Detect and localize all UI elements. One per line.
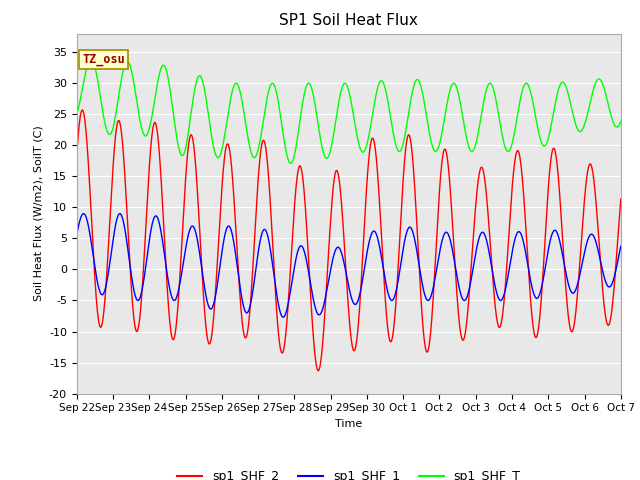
Text: TZ_osu: TZ_osu bbox=[82, 53, 125, 66]
Line: sp1_SHF_T: sp1_SHF_T bbox=[77, 60, 621, 163]
sp1_SHF_1 bbox=[168, 293, 175, 299]
sp1_SHF_T bbox=[168, 96, 175, 101]
sp1_SHF_2 bbox=[79, 107, 86, 113]
Y-axis label: Soil Heat Flux (W/m2), SoilT (C): Soil Heat Flux (W/m2), SoilT (C) bbox=[33, 126, 44, 301]
sp1_SHF_1 bbox=[73, 231, 81, 237]
sp1_SHF_2 bbox=[168, 331, 175, 337]
Line: sp1_SHF_2: sp1_SHF_2 bbox=[77, 110, 621, 371]
Title: SP1 Soil Heat Flux: SP1 Soil Heat Flux bbox=[280, 13, 418, 28]
X-axis label: Time: Time bbox=[335, 419, 362, 429]
sp1_SHF_2 bbox=[314, 368, 322, 373]
sp1_SHF_1 bbox=[607, 283, 614, 289]
sp1_SHF_2 bbox=[73, 151, 81, 157]
sp1_SHF_T bbox=[617, 119, 625, 124]
sp1_SHF_1 bbox=[280, 314, 287, 320]
sp1_SHF_1 bbox=[305, 274, 313, 279]
sp1_SHF_T bbox=[87, 57, 95, 62]
sp1_SHF_T bbox=[135, 112, 143, 118]
sp1_SHF_T bbox=[282, 146, 289, 152]
sp1_SHF_1 bbox=[135, 297, 143, 303]
sp1_SHF_1 bbox=[282, 311, 290, 316]
sp1_SHF_T bbox=[548, 119, 556, 124]
sp1_SHF_2 bbox=[607, 317, 614, 323]
sp1_SHF_2 bbox=[548, 150, 556, 156]
Line: sp1_SHF_1: sp1_SHF_1 bbox=[77, 214, 621, 317]
sp1_SHF_2 bbox=[135, 321, 143, 327]
sp1_SHF_2 bbox=[305, 267, 313, 273]
sp1_SHF_2 bbox=[617, 196, 625, 202]
sp1_SHF_1 bbox=[617, 243, 625, 249]
sp1_SHF_1 bbox=[116, 211, 124, 216]
sp1_SHF_T bbox=[73, 111, 81, 117]
sp1_SHF_T bbox=[607, 111, 614, 117]
sp1_SHF_1 bbox=[548, 232, 556, 238]
sp1_SHF_2 bbox=[282, 333, 289, 339]
sp1_SHF_T bbox=[287, 160, 294, 166]
sp1_SHF_T bbox=[305, 81, 313, 86]
Legend: sp1_SHF_2, sp1_SHF_1, sp1_SHF_T: sp1_SHF_2, sp1_SHF_1, sp1_SHF_T bbox=[172, 465, 525, 480]
